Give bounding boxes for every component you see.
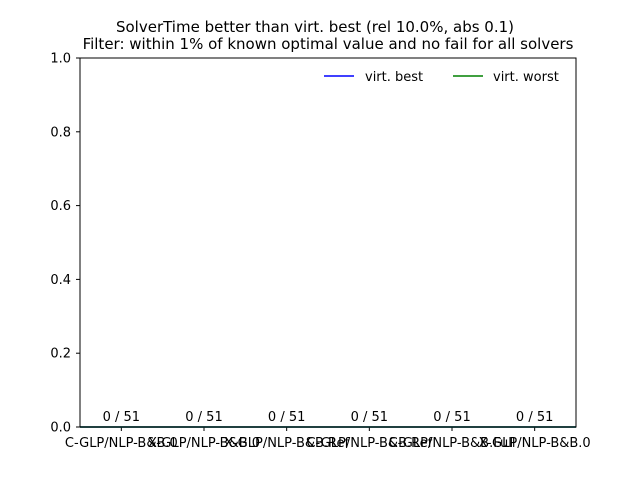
x-tick-label: C-GLP/NLP-B&B.Full — [389, 436, 516, 451]
bar-label: 0 / 51 — [185, 410, 222, 425]
y-tick-label: 0.4 — [50, 273, 71, 288]
chart-subtitle: Filter: within 1% of known optimal value… — [83, 35, 574, 53]
chart-title: SolverTime better than virt. best (rel 1… — [116, 18, 514, 36]
plot-area: 0.0 0.2 0.4 0.6 0.8 1.0 0 / 51 0 / 51 0 / 51 0 / … — [50, 52, 590, 452]
axes-frame — [79, 57, 577, 428]
y-tick-label: 0.6 — [50, 199, 71, 214]
bar-label: 0 / 51 — [351, 410, 388, 425]
bar-label: 0 / 51 — [268, 410, 305, 425]
x-tick-label: X-GLP/NLP-B&B.Ref — [224, 436, 349, 451]
bar-label: 0 / 51 — [103, 410, 140, 425]
legend-label-virt-best: virt. best — [365, 70, 423, 85]
y-tick-label: 0.8 — [50, 125, 71, 140]
y-tick-label: 0.2 — [50, 347, 71, 362]
legend-label-virt-worst: virt. worst — [493, 70, 559, 85]
x-tick-label: C-GLP/NLP-B&B.Ref — [306, 436, 432, 451]
bar-label: 0 / 51 — [516, 410, 553, 425]
y-tick-label: 1.0 — [50, 52, 71, 67]
x-tick-label: X-GLP/NLP-B&B.0 — [148, 436, 260, 451]
y-tick-label: 0.0 — [50, 421, 71, 436]
x-tick-label: X-GLP/NLP-B&B.0 — [479, 436, 591, 451]
bar-label: 0 / 51 — [433, 410, 470, 425]
x-tick-label: C-GLP/NLP-B&B.0 — [65, 436, 178, 451]
legend: virt. best virt. worst — [324, 70, 559, 85]
